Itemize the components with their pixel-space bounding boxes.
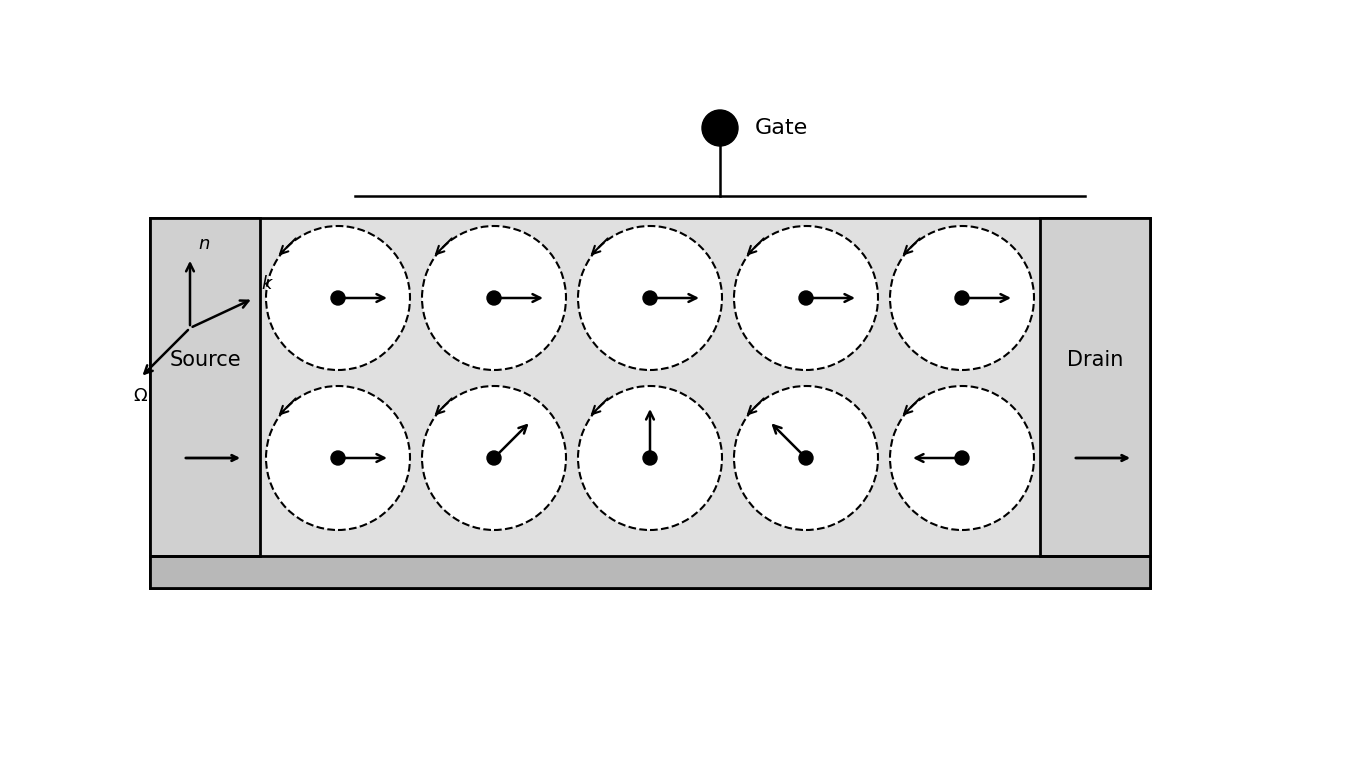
Circle shape	[702, 110, 738, 146]
Circle shape	[578, 386, 723, 530]
Circle shape	[955, 291, 968, 305]
Circle shape	[643, 451, 657, 465]
Text: Source: Source	[169, 350, 240, 370]
Circle shape	[643, 291, 657, 305]
Circle shape	[331, 451, 346, 465]
Circle shape	[955, 451, 968, 465]
Circle shape	[734, 386, 878, 530]
Circle shape	[578, 226, 723, 370]
Circle shape	[891, 386, 1034, 530]
Circle shape	[266, 226, 410, 370]
Circle shape	[331, 291, 346, 305]
Circle shape	[799, 291, 813, 305]
Circle shape	[422, 386, 566, 530]
Circle shape	[422, 226, 566, 370]
Bar	[150, 218, 1150, 588]
Text: Drain: Drain	[1067, 350, 1123, 370]
Circle shape	[891, 226, 1034, 370]
Bar	[150, 218, 260, 556]
Text: Gate: Gate	[755, 118, 809, 138]
Text: $\Omega$: $\Omega$	[133, 388, 148, 406]
Text: k: k	[261, 276, 272, 293]
Circle shape	[799, 451, 813, 465]
Bar	[1040, 218, 1150, 556]
Bar	[150, 556, 1150, 588]
Bar	[150, 556, 1150, 588]
Circle shape	[488, 451, 501, 465]
Circle shape	[734, 226, 878, 370]
Circle shape	[488, 291, 501, 305]
Text: n: n	[198, 235, 209, 253]
Circle shape	[266, 386, 410, 530]
